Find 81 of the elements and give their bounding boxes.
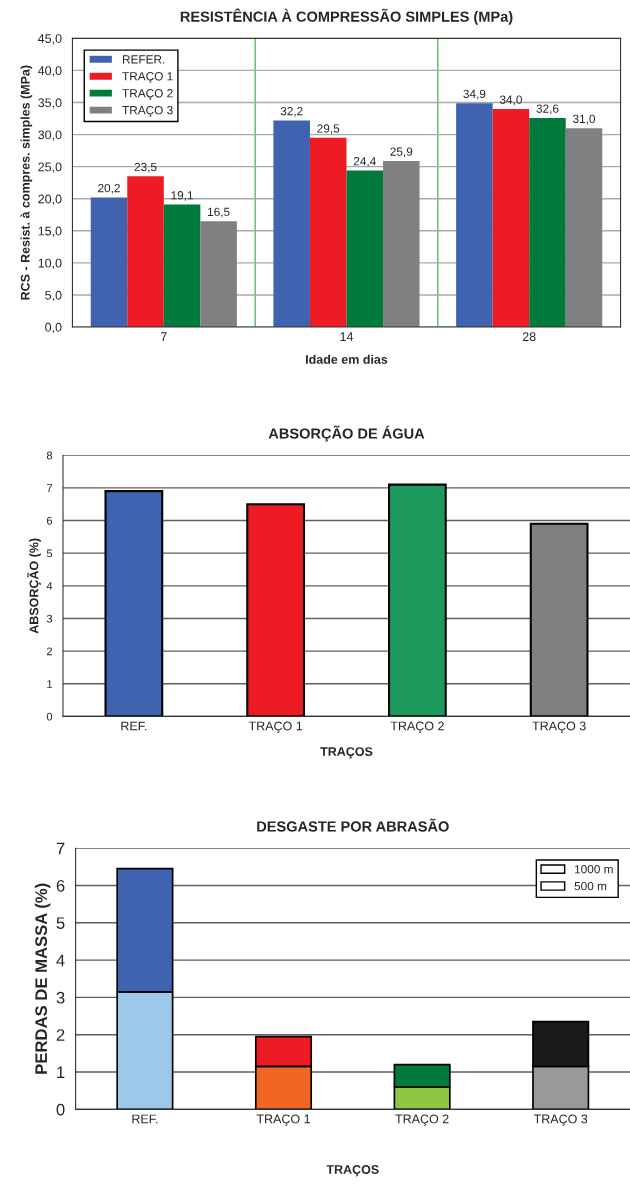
x-tick-label: 7 [160, 332, 167, 341]
chart-title: RESISTÊNCIA À COMPRESSÃO SIMPLES (MPa) [180, 8, 513, 25]
y-tick-label: 2 [46, 647, 53, 656]
x-axis-title: TRAÇOS [326, 1165, 379, 1177]
data-label: 32,6 [536, 104, 559, 115]
x-tick-label: REF. [121, 721, 147, 731]
bar [104, 490, 164, 717]
y-tick-label: 5 [56, 917, 65, 930]
data-label: 16,5 [208, 207, 230, 218]
y-tick-label: 15,0 [38, 226, 62, 237]
x-tick-label: TRAÇO 3 [533, 1114, 588, 1126]
x-tick-label: TRAÇO 2 [390, 721, 444, 733]
y-tick-label: 7 [56, 842, 65, 855]
x-tick-label: 28 [522, 332, 536, 342]
y-tick-label: 3 [56, 991, 65, 1004]
bar [90, 197, 128, 328]
y-tick-label: 20,0 [38, 194, 62, 205]
y-tick-label: 35,0 [38, 98, 62, 109]
y-tick-label: 10,0 [38, 258, 62, 270]
bar [163, 204, 201, 328]
x-tick-label: TRAÇO 1 [256, 1114, 310, 1126]
y-tick-label: 3 [46, 614, 53, 623]
y-tick-label: 25,0 [38, 162, 62, 173]
x-axis-title: TRAÇOS [320, 747, 373, 759]
bar [383, 160, 420, 328]
bar [529, 117, 566, 328]
y-tick-label: 4 [46, 582, 53, 590]
legend-label: TRAÇO 1 [122, 72, 173, 83]
y-tick-label: 40,0 [37, 66, 62, 77]
y-tick-label: 8 [46, 451, 53, 460]
bar [456, 103, 493, 328]
legend-label: TRAÇO 2 [122, 89, 173, 100]
y-tick-label: 0,0 [45, 322, 62, 334]
y-tick-label: 0 [46, 712, 53, 721]
data-label: 32,2 [280, 106, 303, 117]
y-tick-label: 6 [46, 516, 53, 525]
bar [127, 176, 164, 328]
y-tick-label: 30,0 [38, 130, 62, 141]
legend-label: 1000 m [575, 865, 613, 874]
x-tick-label: 14 [340, 332, 354, 341]
legend-label: REFER. [123, 55, 165, 64]
bar [529, 522, 589, 717]
data-label: 19,1 [171, 191, 193, 201]
chart-title: ABSORÇÃO DE ÁGUA [268, 425, 425, 442]
data-label: 24,4 [353, 157, 376, 167]
data-label: 23,5 [134, 162, 157, 173]
x-tick-label: TRAÇO 1 [248, 721, 303, 733]
data-label: 20,2 [98, 183, 120, 194]
chart-title: DESGASTE POR ABRASÃO [257, 818, 449, 832]
y-axis-title: PERDAS DE MASSA (%) [34, 883, 51, 1074]
data-label: 25,9 [390, 147, 413, 158]
x-axis-title: Idade em dias [306, 354, 388, 364]
y-tick-label: 6 [56, 879, 65, 892]
y-tick-label: 1 [57, 1066, 65, 1079]
y-axis-title: ABSORÇÃO (%) [27, 538, 41, 634]
y-tick-label: 5 [46, 549, 53, 558]
y-tick-label: 5,0 [45, 290, 62, 302]
legend-label: 500 m [574, 881, 607, 891]
bar [492, 108, 530, 328]
legend-label: TRAÇO 3 [122, 106, 173, 117]
x-tick-label: TRAÇO 3 [532, 721, 586, 733]
y-tick-label: 0 [56, 1103, 65, 1116]
x-tick-label: TRAÇO 2 [395, 1114, 449, 1126]
bar [273, 120, 310, 328]
data-label: 29,5 [317, 124, 340, 135]
data-label: 31,0 [572, 114, 596, 125]
data-label: 34,9 [463, 89, 486, 100]
bar [246, 503, 306, 717]
bar [346, 170, 384, 328]
y-axis-title: RCS - Resist. à compres. simples (MPa) [20, 65, 33, 300]
y-tick-label: 7 [46, 484, 53, 492]
bar [200, 221, 237, 328]
bar [387, 483, 447, 717]
bar [565, 128, 603, 328]
y-tick-label: 4 [56, 954, 65, 967]
x-tick-label: REF. [132, 1114, 158, 1124]
bar [309, 137, 347, 328]
y-tick-label: 1 [47, 680, 53, 688]
y-tick-label: 2 [56, 1029, 65, 1041]
data-label: 34,0 [499, 95, 522, 106]
y-tick-label: 45,0 [37, 34, 62, 45]
